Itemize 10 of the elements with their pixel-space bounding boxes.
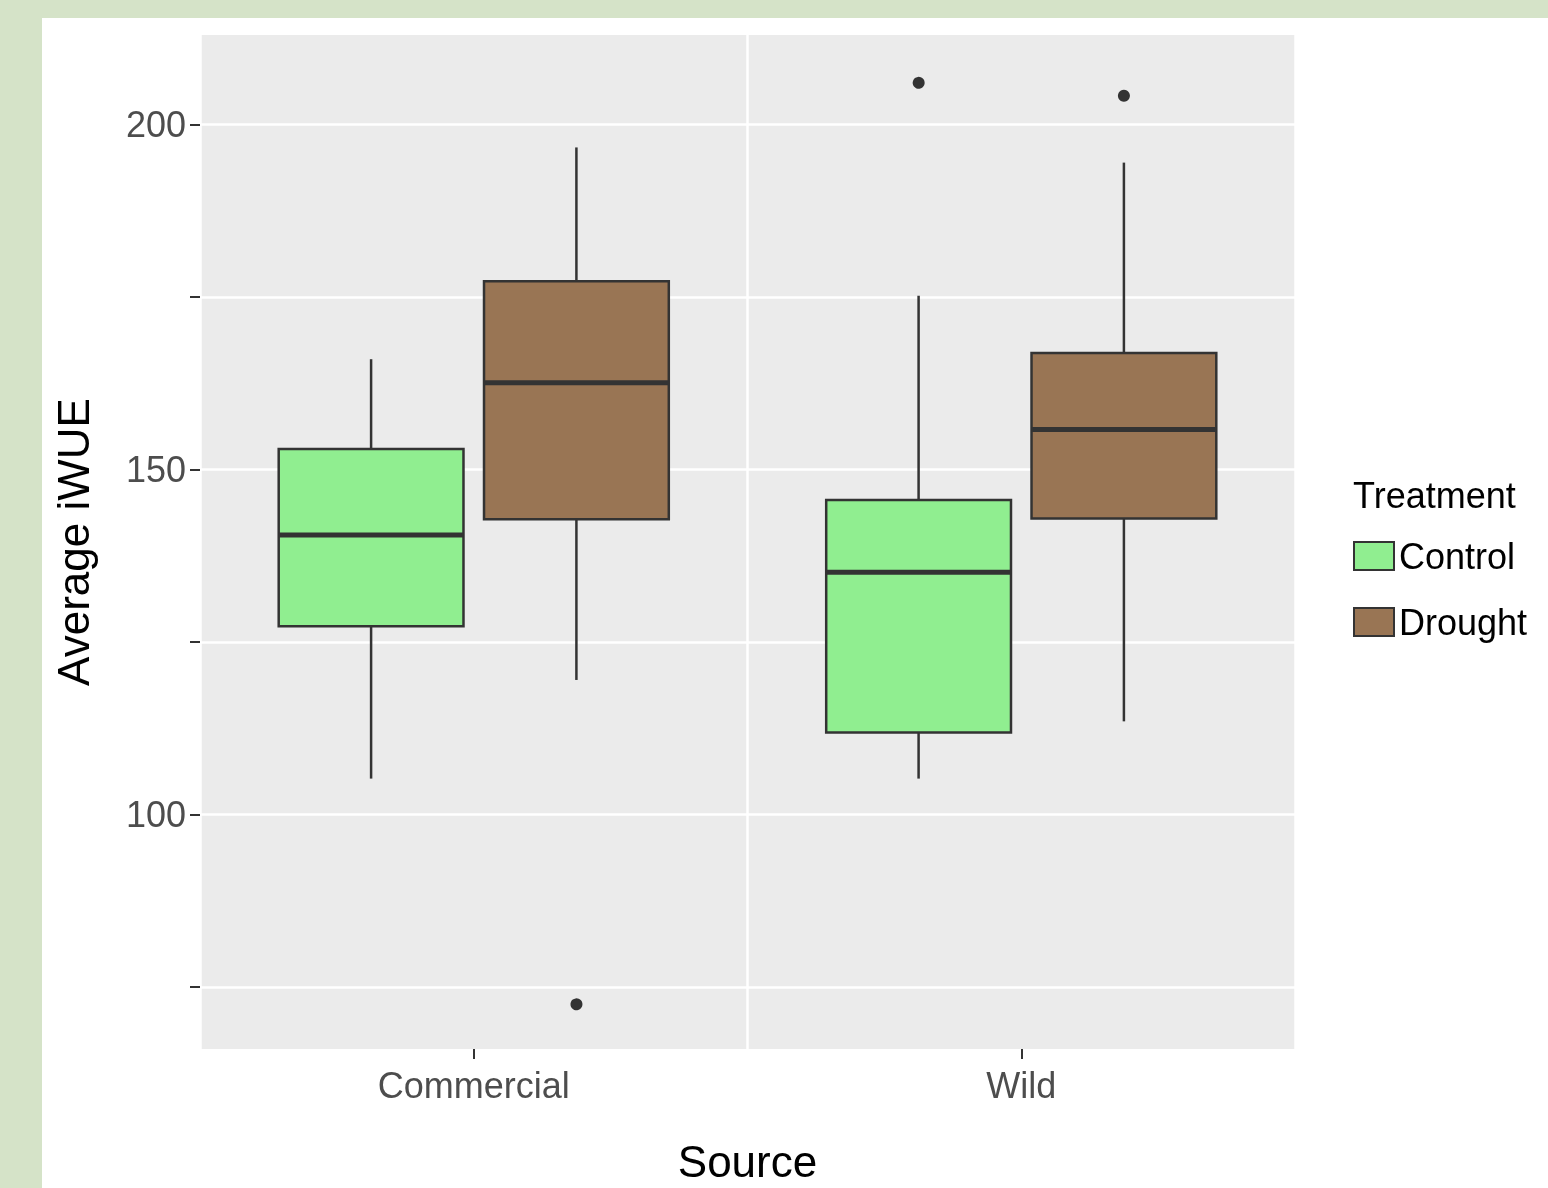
y-axis-title: Average iWUE [48, 398, 98, 686]
x-axis-title: Source [677, 1136, 818, 1186]
y-tick-label: 200 [125, 104, 186, 146]
legend-label: Drought [1399, 601, 1528, 643]
x-tick-label: Commercial [377, 1064, 570, 1106]
legend-title: Treatment [1353, 474, 1516, 516]
y-tick-label: 150 [125, 449, 186, 491]
legend-label: Control [1399, 535, 1516, 577]
y-tick-label: 100 [125, 793, 186, 835]
x-tick-label: Wild [986, 1064, 1057, 1106]
